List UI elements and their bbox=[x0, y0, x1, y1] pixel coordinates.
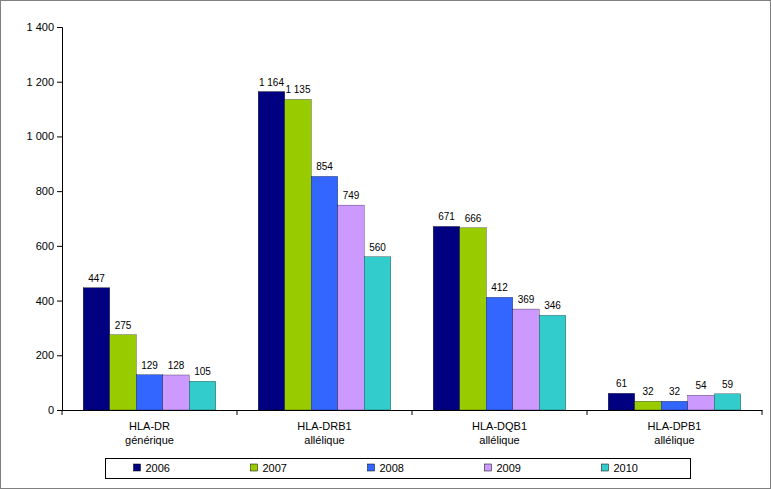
x-tick-label: HLA-DRB1allélique bbox=[297, 420, 351, 446]
x-tick: HLA-DQB1allélique bbox=[472, 410, 527, 446]
bar bbox=[539, 315, 566, 410]
data-label: 32 bbox=[669, 386, 681, 397]
bar bbox=[311, 176, 338, 410]
y-tick-mark bbox=[57, 191, 62, 192]
data-label: 671 bbox=[438, 211, 455, 222]
data-label: 275 bbox=[115, 320, 132, 331]
data-label: 54 bbox=[695, 380, 707, 391]
data-labels: 447 1 164 671 61 275 1 135 666 32 129 854 412 32 128… bbox=[88, 77, 733, 398]
y-tick-mark bbox=[57, 136, 62, 137]
legend-swatch bbox=[485, 464, 492, 471]
legend: 2006 2007 2008 2009 2010 bbox=[106, 459, 691, 479]
bar bbox=[163, 375, 190, 410]
data-label: 128 bbox=[168, 360, 185, 371]
data-label: 854 bbox=[316, 161, 333, 172]
y-tick: 0 bbox=[48, 404, 62, 416]
y-tick-label: 400 bbox=[36, 295, 54, 307]
bars bbox=[83, 92, 741, 410]
data-label: 369 bbox=[518, 294, 535, 305]
data-label: 1 135 bbox=[285, 84, 310, 95]
y-axis-line bbox=[57, 28, 63, 411]
y-tick: 1 000 bbox=[26, 130, 62, 142]
data-label: 61 bbox=[616, 378, 628, 389]
y-axis: 0 200 400 600 800 1 000 1 200 1 400 bbox=[26, 21, 62, 416]
bar bbox=[258, 92, 285, 410]
bar bbox=[83, 288, 110, 410]
category-separator bbox=[587, 410, 588, 415]
bar bbox=[189, 381, 216, 410]
x-tick-label: HLA-DRgénérique bbox=[125, 420, 174, 446]
data-label: 129 bbox=[141, 360, 158, 371]
data-label: 32 bbox=[642, 386, 654, 397]
bar bbox=[136, 375, 163, 410]
data-label: 1 164 bbox=[259, 77, 284, 88]
y-tick-label: 800 bbox=[36, 185, 54, 197]
y-tick-label: 1 400 bbox=[26, 21, 54, 33]
y-tick-mark bbox=[57, 410, 62, 411]
y-tick-label: 0 bbox=[48, 404, 54, 416]
legend-label: 2007 bbox=[263, 462, 287, 474]
y-tick-mark bbox=[57, 355, 62, 356]
data-label: 560 bbox=[369, 242, 386, 253]
bar bbox=[364, 257, 391, 410]
bar bbox=[661, 401, 688, 410]
data-label: 412 bbox=[491, 282, 508, 293]
data-label: 666 bbox=[465, 213, 482, 224]
y-tick-label: 1 000 bbox=[26, 130, 54, 142]
y-tick: 600 bbox=[36, 240, 62, 252]
category-separator bbox=[62, 410, 63, 415]
bar bbox=[285, 99, 312, 410]
bar bbox=[486, 297, 513, 410]
y-tick-label: 600 bbox=[36, 240, 54, 252]
x-tick-label: HLA-DPB1allélique bbox=[648, 420, 702, 446]
bar bbox=[513, 309, 540, 410]
legend-label: 2009 bbox=[497, 462, 521, 474]
y-tick-mark bbox=[57, 301, 62, 302]
legend-label: 2006 bbox=[146, 462, 170, 474]
legend-box bbox=[106, 459, 691, 479]
category-separator bbox=[237, 410, 238, 415]
y-tick: 1 200 bbox=[26, 76, 62, 88]
data-label: 346 bbox=[544, 300, 561, 311]
y-tick-label: 200 bbox=[36, 349, 54, 361]
legend-swatch bbox=[134, 464, 141, 471]
data-label: 59 bbox=[722, 379, 734, 390]
x-axis: HLA-DRgénérique HLA-DRB1allélique HLA-DQB1… bbox=[63, 410, 763, 446]
y-tick: 200 bbox=[36, 349, 62, 361]
legend-label: 2008 bbox=[380, 462, 404, 474]
legend-label: 2010 bbox=[614, 462, 638, 474]
bar bbox=[460, 228, 487, 410]
x-tick: HLA-DRB1allélique bbox=[297, 410, 351, 446]
bar bbox=[635, 401, 662, 410]
legend-swatch bbox=[251, 464, 258, 471]
chart: 0 200 400 600 800 1 000 1 200 1 400 HLA-DRgénéri… bbox=[0, 0, 771, 489]
bar bbox=[608, 393, 635, 410]
y-tick: 800 bbox=[36, 185, 62, 197]
bar bbox=[433, 226, 460, 410]
bar bbox=[110, 335, 137, 410]
y-tick: 1 400 bbox=[26, 21, 62, 33]
y-tick-mark bbox=[57, 27, 62, 28]
y-tick-mark bbox=[57, 246, 62, 247]
x-tick: HLA-DRgénérique bbox=[125, 410, 174, 446]
category-separator bbox=[762, 410, 763, 415]
y-tick-label: 1 200 bbox=[26, 76, 54, 88]
data-label: 447 bbox=[88, 273, 105, 284]
x-tick-label: HLA-DQB1allélique bbox=[472, 420, 527, 446]
bar bbox=[714, 394, 741, 410]
data-label: 105 bbox=[194, 366, 211, 377]
y-tick: 400 bbox=[36, 295, 62, 307]
legend-swatch bbox=[368, 464, 375, 471]
chart-border bbox=[1, 1, 771, 489]
y-tick-mark bbox=[57, 82, 62, 83]
category-separator bbox=[412, 410, 413, 415]
legend-swatch bbox=[602, 464, 609, 471]
bar bbox=[338, 205, 365, 410]
x-tick: HLA-DPB1allélique bbox=[648, 410, 702, 446]
bar bbox=[688, 395, 715, 410]
data-label: 749 bbox=[343, 190, 360, 201]
